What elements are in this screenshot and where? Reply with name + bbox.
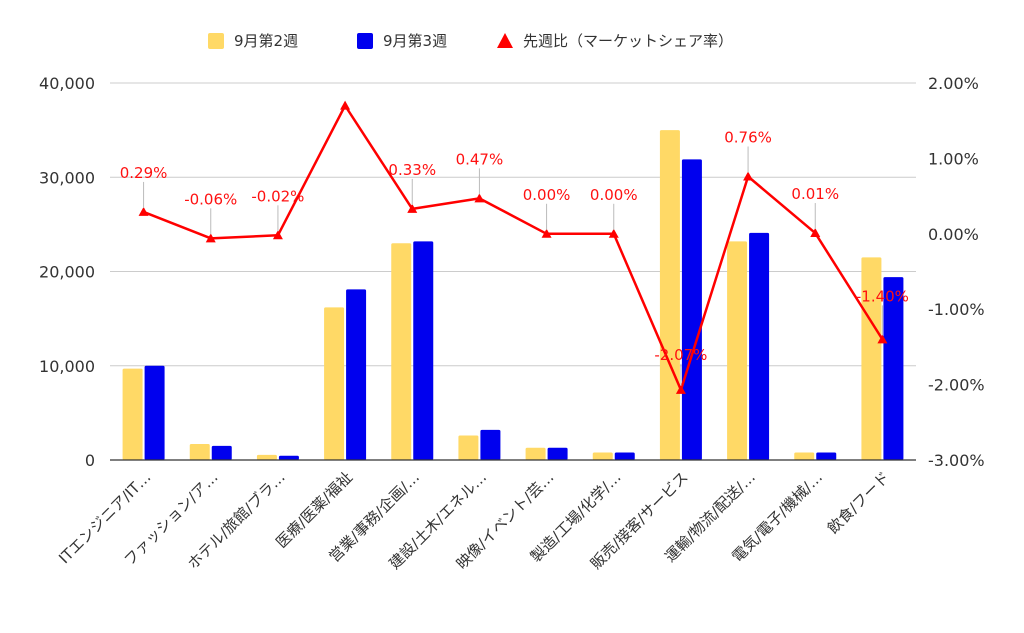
- line-point: [608, 228, 619, 238]
- y-right-tick-label: -2.00%: [928, 376, 985, 395]
- line-point: [407, 203, 418, 213]
- legend: 9月第2週 9月第3週 先週比（マーケットシェア率）: [208, 32, 733, 50]
- y-left-tick-label: 40,000: [39, 74, 95, 93]
- bar: [794, 452, 815, 460]
- line-series: [138, 100, 888, 394]
- bar: [883, 277, 904, 460]
- bar: [659, 130, 680, 460]
- line-point: [138, 206, 149, 216]
- bar: [816, 452, 837, 460]
- data-label: 0.01%: [791, 185, 839, 203]
- bar: [592, 452, 613, 460]
- data-label: -0.06%: [184, 190, 237, 208]
- y-left-tick-label: 20,000: [39, 263, 95, 282]
- bar: [413, 241, 434, 460]
- axes: 0 10,000 20,000 30,000 40,000 -3.00% -2.00% -1.…: [39, 74, 985, 573]
- legend-label: 9月第2週: [234, 32, 298, 50]
- line-point: [272, 230, 283, 240]
- bar: [278, 455, 299, 460]
- legend-label: 9月第3週: [383, 32, 447, 50]
- line-point: [340, 100, 351, 110]
- y-right-tick-label: -1.00%: [928, 300, 985, 319]
- bar: [189, 443, 210, 460]
- line-point: [877, 334, 888, 344]
- bar: [324, 307, 345, 460]
- data-label: -1.40%: [856, 287, 909, 305]
- y-right-tick-label: -3.00%: [928, 451, 985, 470]
- y-right-tick-label: 1.00%: [928, 149, 979, 168]
- line-point: [743, 171, 754, 181]
- data-label: 0.33%: [388, 161, 436, 179]
- bar: [458, 435, 479, 460]
- line-point: [541, 228, 552, 238]
- legend-marker-triangle: [497, 33, 513, 48]
- line-point: [675, 384, 686, 394]
- line-point: [205, 233, 216, 243]
- data-label: -2.07%: [654, 346, 707, 364]
- bar: [256, 454, 277, 460]
- bar: [122, 368, 143, 460]
- line-point: [474, 193, 485, 203]
- bar: [346, 289, 367, 460]
- data-label: 0.29%: [120, 164, 168, 182]
- legend-swatch: [208, 33, 224, 49]
- legend-swatch: [357, 33, 373, 49]
- y-left-tick-label: 0: [85, 451, 95, 470]
- bars: [122, 130, 904, 460]
- y-left-tick-label: 10,000: [39, 357, 95, 376]
- data-label: 0.47%: [456, 150, 504, 168]
- bar: [727, 241, 748, 460]
- y-left-tick-label: 30,000: [39, 168, 95, 187]
- bar: [547, 447, 568, 460]
- gridlines: [110, 82, 916, 367]
- bar: [861, 257, 882, 460]
- bar: [391, 243, 412, 460]
- bar: [525, 447, 546, 460]
- bar: [480, 429, 501, 460]
- x-tick-label: 飲食/フード: [824, 468, 893, 537]
- bar: [211, 445, 232, 460]
- bar: [749, 232, 770, 460]
- data-label: -0.02%: [251, 187, 304, 205]
- bar: [681, 159, 702, 460]
- y-right-tick-label: 0.00%: [928, 225, 979, 244]
- line-point: [810, 228, 821, 238]
- data-label: 0.00%: [590, 186, 638, 204]
- bar: [144, 365, 165, 460]
- bar: [614, 452, 635, 460]
- line-path: [143, 104, 884, 392]
- legend-label: 先週比（マーケットシェア率）: [523, 32, 733, 50]
- data-label: 0.00%: [523, 186, 571, 204]
- y-right-tick-label: 2.00%: [928, 74, 979, 93]
- data-label: 0.76%: [724, 128, 772, 146]
- data-labels: 0.29% -0.06% -0.02% 0.33% 0.47% 0.00% 0.00% -2.…: [120, 128, 909, 386]
